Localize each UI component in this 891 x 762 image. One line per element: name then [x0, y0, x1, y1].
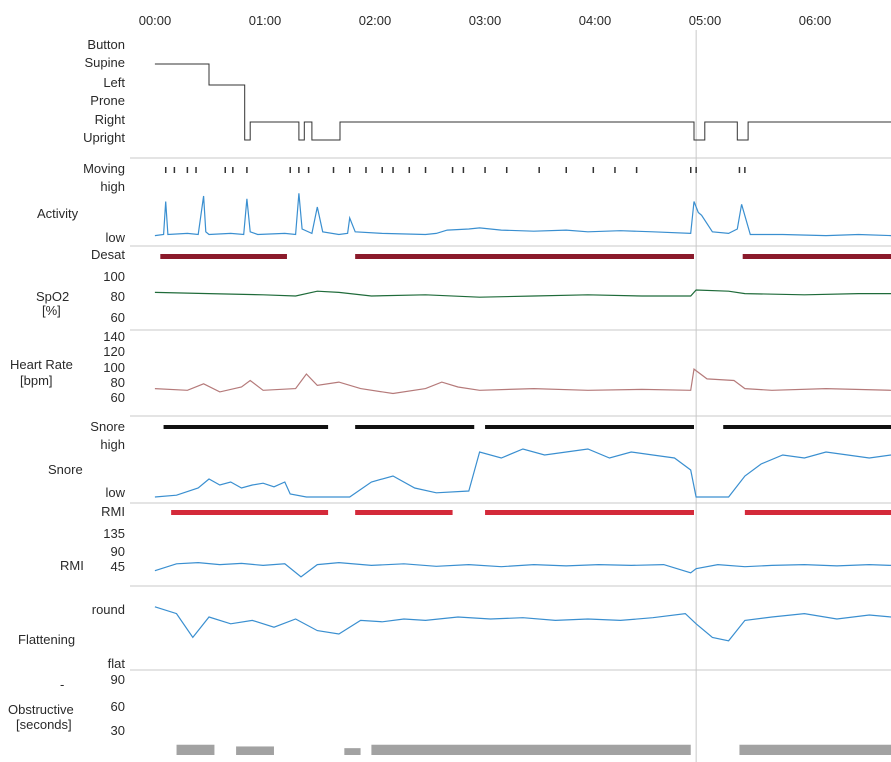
rmi-event	[171, 510, 329, 515]
heart-rate-title: Heart Rate	[10, 357, 73, 372]
rmi-event	[485, 510, 694, 515]
moving-label: Moving	[83, 161, 125, 176]
snore-line	[154, 448, 891, 498]
rmi-title: RMI	[60, 558, 84, 573]
obstructive-tick-30: 30	[110, 723, 125, 738]
spo2-unit: [%]	[42, 303, 61, 318]
spo2-tick-60: 60	[110, 310, 125, 325]
obstructive-title: Obstructive	[8, 702, 74, 717]
obstructive-bar	[371, 744, 691, 755]
obstructive-tick-60: 60	[110, 699, 125, 714]
position-series	[154, 63, 891, 141]
position-label-prone: Prone	[90, 93, 125, 108]
heart-rate-unit: [bpm]	[20, 373, 53, 388]
obstructive-bar	[236, 746, 274, 755]
desat-label: Desat	[91, 247, 125, 262]
snore-events-label: Snore	[90, 419, 125, 434]
time-tick-label: 06:00	[798, 13, 832, 28]
obstructive-tick-90: 90	[110, 672, 125, 687]
obstructive-bar	[739, 744, 891, 755]
time-tick-label: 02:00	[358, 13, 392, 28]
snore-event	[163, 425, 329, 429]
spo2-title: SpO2	[36, 289, 70, 304]
activity-line	[154, 193, 891, 237]
rmi-event	[744, 510, 891, 515]
position-label-right: Right	[94, 112, 125, 127]
time-tick-label: 00:00	[138, 13, 172, 28]
rmi-events-label: RMI	[101, 504, 125, 519]
flattening-flat-label: flat	[107, 656, 125, 671]
position-label-button: Button	[87, 37, 125, 52]
desat-event	[355, 254, 694, 259]
obstructive-bar	[176, 744, 215, 755]
time-tick-label: 04:00	[578, 13, 612, 28]
rmi-tick-45: 45	[110, 559, 125, 574]
time-tick-label: 03:00	[468, 13, 502, 28]
snore-high-label: high	[100, 437, 125, 452]
snore-event	[355, 425, 475, 429]
hr-tick-120: 120	[103, 344, 125, 359]
rmi-tick-90: 90	[110, 544, 125, 559]
rmi-tick-135: 135	[103, 526, 125, 541]
snore-event	[723, 425, 891, 429]
hr-tick-60: 60	[110, 390, 125, 405]
activity-low-label: low	[105, 230, 125, 245]
flattening-line	[154, 606, 891, 642]
obstructive-dash: -	[60, 677, 65, 692]
obstructive-unit: [seconds]	[16, 717, 72, 732]
flattening-title: Flattening	[18, 632, 76, 647]
desat-event	[160, 254, 287, 259]
rmi-event	[355, 510, 453, 515]
hr-tick-80: 80	[110, 375, 125, 390]
spo2-tick-100: 100	[103, 269, 125, 284]
heart-rate-line	[154, 368, 891, 395]
spo2-line	[154, 289, 891, 298]
position-label-upright: Upright	[83, 130, 125, 145]
obstructive-bar	[344, 748, 361, 755]
position-label-supine: Supine	[84, 55, 125, 70]
position-label-left: Left	[103, 75, 125, 90]
time-tick-label: 01:00	[248, 13, 282, 28]
desat-event	[742, 254, 891, 259]
snore-low-label: low	[105, 485, 125, 500]
rmi-line	[154, 561, 891, 578]
activity-high-label: high	[100, 179, 125, 194]
hr-tick-140: 140	[103, 329, 125, 344]
time-tick-label: 05:00	[688, 13, 722, 28]
activity-title: Activity	[37, 206, 79, 221]
snore-title: Snore	[48, 462, 83, 477]
hr-tick-100: 100	[103, 360, 125, 375]
spo2-tick-80: 80	[110, 289, 125, 304]
snore-event	[485, 425, 694, 429]
flattening-round-label: round	[91, 602, 125, 617]
